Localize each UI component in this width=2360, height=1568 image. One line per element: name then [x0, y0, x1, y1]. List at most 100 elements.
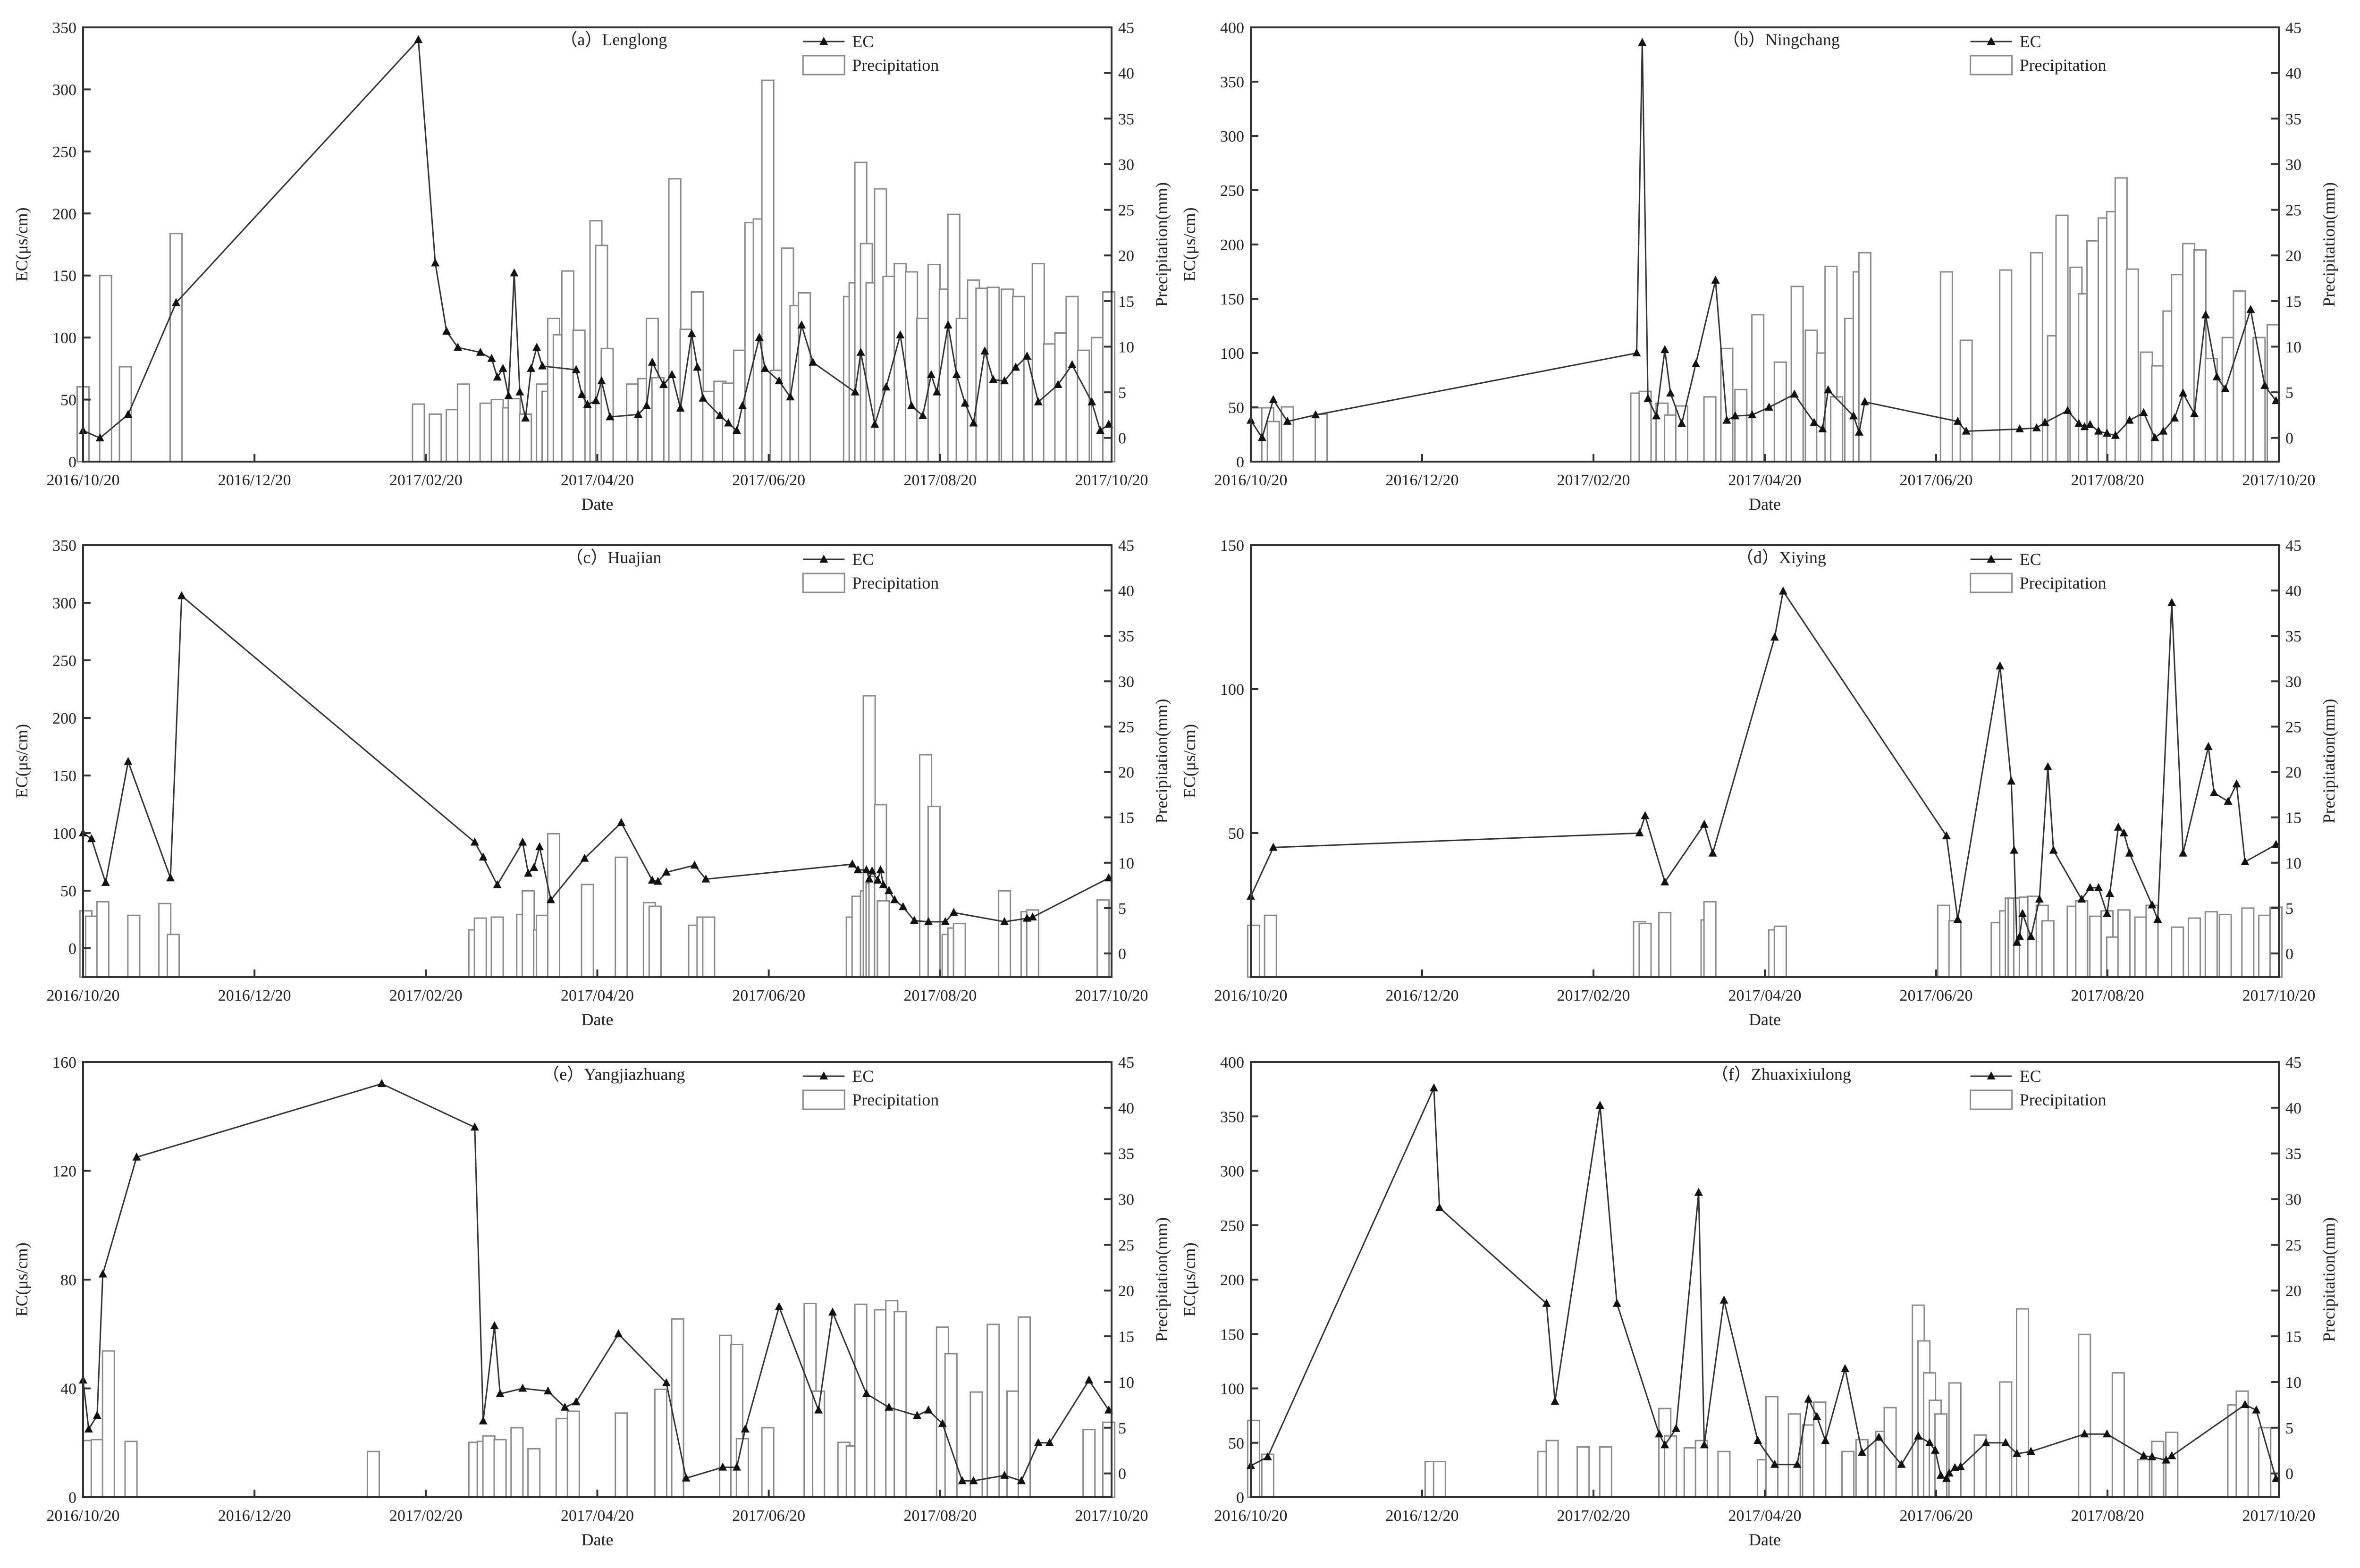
x-tick-label: 2017/06/20 [732, 1507, 805, 1525]
precipitation-bar [1790, 286, 1804, 463]
x-axis-title: Date [1749, 495, 1781, 514]
precipitation-bar [90, 1439, 104, 1498]
chart-panel: 2016/10/20 2016/12/20 2017/02/20 2017/04/20… [12, 1054, 1171, 1549]
ec-point-marker [98, 1269, 107, 1278]
precipitation-bar [1315, 413, 1328, 463]
y-right-tick-label: 10 [2285, 855, 2301, 872]
ec-point-marker [828, 1307, 837, 1316]
ec-point-marker [865, 874, 874, 883]
ec-point-marker [882, 382, 891, 391]
ec-point-marker [980, 346, 989, 355]
precipitation-bar [2165, 1432, 2179, 1498]
precipitation-bar [1077, 349, 1090, 463]
y-left-tick-label: 100 [1220, 1381, 1244, 1398]
ec-point-marker [1818, 424, 1827, 432]
legend-ec-label: EC [2020, 550, 2041, 569]
ec-point-marker [1551, 1397, 1559, 1405]
ec-series-line [82, 1083, 1110, 1482]
precipitation-bar [1264, 914, 1277, 978]
precipitation-bar [952, 923, 966, 978]
ec-point-marker [1263, 1452, 1272, 1460]
ec-point-marker [1028, 912, 1037, 921]
ec-point-marker [1660, 1440, 1669, 1449]
ec-point-marker [527, 363, 536, 372]
y-left-tick-label: 350 [1220, 74, 1244, 91]
precipitation-bar [1830, 396, 1844, 463]
y-left-tick-label: 40 [60, 1381, 76, 1398]
ec-point-marker [1914, 1431, 1923, 1440]
x-axis-title: Date [1749, 1530, 1781, 1549]
y-right-tick-label: 0 [2285, 1466, 2293, 1483]
y-right-axis-title: Precipitation(mm) [1152, 699, 1171, 824]
precipitation-bar [2016, 1308, 2030, 1498]
precipitation-bar [2218, 913, 2232, 978]
ec-series-line [1250, 589, 2276, 943]
precipitation-bar [1773, 361, 1787, 463]
precipitation-bar [1717, 1450, 1731, 1498]
ec-point-marker [1874, 1433, 1883, 1441]
precipitation-bar [882, 276, 896, 463]
y-left-tick-label: 300 [1220, 128, 1244, 145]
ec-point-marker [524, 868, 533, 877]
y-left-tick-label: 200 [52, 205, 76, 223]
ec-point-marker [2179, 388, 2188, 397]
chart-panel: 2016/10/20 2016/12/20 2017/02/20 2017/04/20… [12, 537, 1171, 1029]
ec-point-marker [2232, 779, 2241, 788]
ec-point-marker [2013, 937, 2022, 946]
precipitation-bar [1017, 1316, 1031, 1498]
precipitation-bar [1261, 1453, 1274, 1498]
ec-point-marker [93, 1411, 101, 1419]
precipitation-bar [2233, 290, 2246, 463]
legend-ec-marker [819, 37, 828, 45]
ec-point-marker [2167, 1451, 2176, 1459]
ec-point-marker [538, 361, 547, 370]
precipitation-bar [2204, 358, 2218, 463]
y-right-tick-label: 45 [1118, 537, 1134, 555]
y-right-tick-label: 15 [2285, 293, 2301, 311]
ec-point-marker [733, 426, 741, 434]
ec-point-marker [442, 327, 451, 335]
ec-point-marker [862, 865, 871, 874]
x-tick-label: 2017/02/20 [389, 472, 463, 489]
ec-point-marker [910, 916, 919, 924]
ec-point-marker [1931, 1445, 1939, 1454]
y-right-tick-label: 35 [2285, 110, 2301, 128]
ec-point-marker [2260, 381, 2269, 389]
ec-point-marker [634, 410, 643, 418]
ec-point-marker [470, 1122, 479, 1131]
legend-ec-label: EC [852, 550, 874, 569]
panel-title: （f）Zhuaxixiulong [1711, 1065, 1851, 1084]
ec-point-marker [701, 874, 710, 883]
x-tick-label: 2016/10/20 [47, 1507, 120, 1525]
ec-point-marker [1778, 586, 1787, 595]
ec-point-marker [2224, 796, 2233, 805]
x-tick-label: 2017/06/20 [1900, 472, 1973, 489]
y-left-tick-label: 50 [1228, 825, 1244, 843]
ec-point-marker [2179, 848, 2188, 857]
ec-point-marker [2148, 1452, 2157, 1460]
x-tick-label: 2016/12/20 [1386, 472, 1459, 489]
ec-point-marker [1429, 1083, 1438, 1092]
legend-ec-label: EC [852, 32, 874, 51]
precipitation-bar [536, 914, 549, 978]
y-left-tick-label: 80 [60, 1272, 76, 1289]
y-right-tick-label: 25 [1118, 202, 1134, 219]
ec-point-marker [1860, 397, 1869, 405]
ec-point-marker [2015, 932, 2024, 940]
ec-point-marker [1054, 380, 1062, 388]
precipitation-bar [561, 270, 574, 463]
legend-precip-swatch [802, 573, 845, 593]
ec-point-marker [1962, 426, 1971, 435]
ec-point-marker [786, 392, 795, 401]
precipitation-bar [893, 1311, 907, 1498]
ec-point-marker [493, 372, 502, 381]
ec-point-marker [1644, 394, 1652, 402]
x-axis-title: Date [582, 495, 614, 514]
ec-point-marker [741, 1424, 750, 1433]
precipitation-bar [719, 1334, 733, 1498]
ec-point-marker [952, 370, 961, 378]
ec-point-marker [932, 387, 941, 396]
y-left-tick-label: 0 [68, 1489, 76, 1507]
ec-point-marker [580, 853, 589, 862]
ec-point-marker [870, 420, 879, 428]
